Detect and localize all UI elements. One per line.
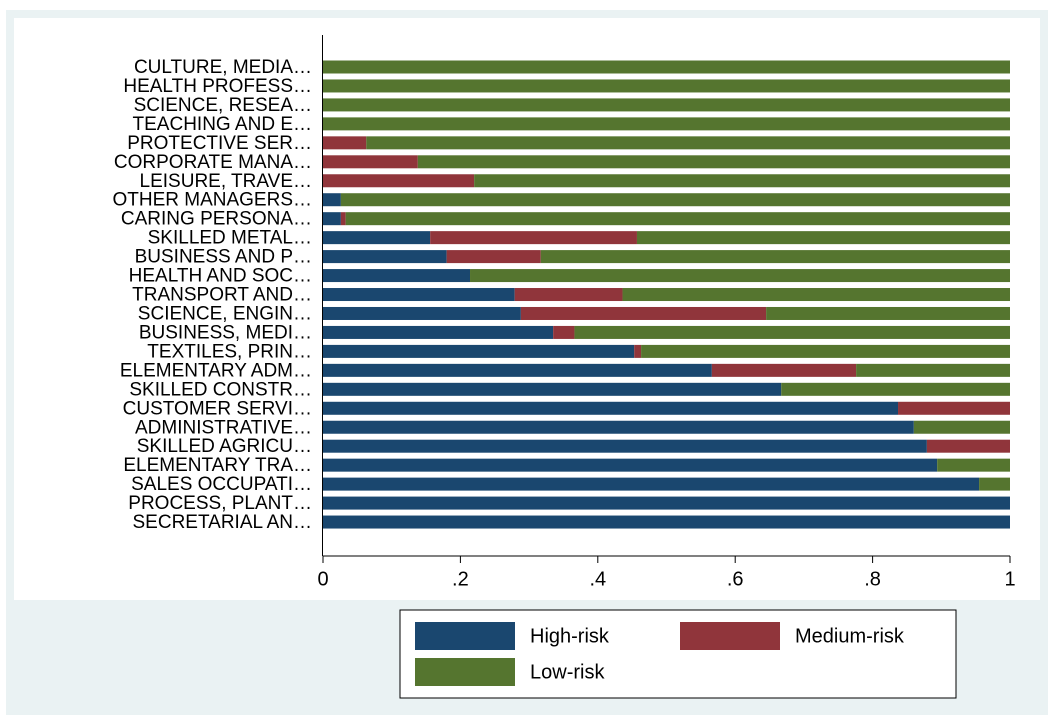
y-tick-label: OTHER MANAGERS… (112, 190, 312, 211)
bar-segment (323, 79, 1010, 93)
bar-segment (430, 231, 637, 245)
bar-segment (340, 212, 346, 226)
y-tick-label: TEXTILES, PRIN… (147, 341, 312, 362)
legend-label: Medium-risk (795, 625, 905, 647)
bar-segment (323, 515, 1010, 529)
bar-segment (913, 420, 1010, 434)
bar-segment (979, 477, 1010, 491)
bar-segment (711, 363, 857, 377)
bar-segment (553, 325, 575, 339)
bar-segment (323, 212, 341, 226)
bar-segment (474, 174, 1010, 188)
bar-segment (366, 136, 1010, 150)
y-tick-label: CUSTOMER SERVI… (123, 398, 312, 419)
bar-segment (636, 231, 1010, 245)
legend-swatch (680, 622, 780, 650)
bar-segment (520, 306, 767, 320)
x-tick-label: 1 (1004, 568, 1015, 590)
bar-segment (781, 382, 1010, 396)
bar-segment (323, 344, 635, 358)
y-tick-label: SALES OCCUPATI… (131, 474, 312, 495)
bar-segment (446, 250, 541, 264)
bar-segment (323, 117, 1010, 131)
bar-segment (323, 174, 475, 188)
y-tick-label: BUSINESS, MEDI… (139, 322, 312, 343)
y-tick-label: ELEMENTARY TRA… (123, 455, 312, 476)
y-tick-label: SKILLED METAL… (148, 228, 312, 249)
bar-segment (470, 269, 1010, 283)
y-tick-label: PROTECTIVE SER… (127, 133, 312, 154)
x-tick-label: .8 (864, 568, 881, 590)
bar-segment (323, 382, 782, 396)
bar-segment (323, 439, 927, 453)
x-tick-label: 0 (317, 568, 328, 590)
bar-segment (766, 306, 1010, 320)
bar-segment (323, 306, 521, 320)
bar-segment (641, 344, 1010, 358)
y-tick-label: CARING PERSONA… (121, 209, 312, 230)
bar-segment (323, 496, 1010, 510)
bar-segment (323, 60, 1010, 74)
bar-segment (323, 136, 367, 150)
y-tick-label: SCIENCE, ENGIN… (138, 303, 312, 324)
bar-segment (323, 363, 712, 377)
bar-segment (634, 344, 642, 358)
bar-segment (340, 193, 1010, 207)
bar-segment (540, 250, 1010, 264)
legend-swatch (415, 622, 515, 650)
bar-segment (323, 288, 515, 302)
bar-segment (323, 401, 899, 415)
y-tick-label: BUSINESS AND P… (135, 247, 312, 268)
x-tick-label: .6 (727, 568, 744, 590)
bar-segment (323, 231, 431, 245)
bar-segment (323, 325, 554, 339)
bar-segment (574, 325, 1010, 339)
bar-segment (323, 477, 980, 491)
y-tick-label: SKILLED AGRICU… (137, 436, 312, 457)
bar-segment (323, 458, 938, 472)
bar-segment (622, 288, 1010, 302)
bar-segment (323, 269, 471, 283)
y-tick-label: SKILLED CONSTR… (129, 379, 312, 400)
y-tick-label: CULTURE, MEDIA… (134, 57, 312, 78)
y-tick-label: TEACHING AND E… (133, 114, 312, 135)
legend-label: High-risk (530, 625, 610, 647)
bar-segment (856, 363, 1010, 377)
y-tick-label: ADMINISTRATIVE… (135, 417, 312, 438)
y-tick-label: PROCESS, PLANT… (128, 493, 312, 514)
legend-swatch (415, 658, 515, 686)
y-tick-label: CORPORATE MANA… (114, 152, 312, 173)
y-tick-label: HEALTH PROFESS… (123, 76, 312, 97)
y-tick-label: HEALTH AND SOC… (129, 266, 312, 287)
bar-segment (323, 250, 447, 264)
bar-segment (514, 288, 623, 302)
legend-label: Low-risk (530, 661, 605, 683)
y-tick-label: ELEMENTARY ADM… (120, 360, 312, 381)
bar-segment (937, 458, 1010, 472)
bar-segment (417, 155, 1010, 169)
bar-segment (926, 439, 1010, 453)
x-tick-label: .4 (589, 568, 606, 590)
bar-segment (323, 193, 341, 207)
bar-segment (898, 401, 1010, 415)
bar-segment (345, 212, 1010, 226)
y-tick-label: TRANSPORT AND… (132, 285, 312, 306)
x-tick-label: .2 (452, 568, 469, 590)
bar-segment (323, 155, 418, 169)
y-tick-label: LEISURE, TRAVE… (140, 171, 312, 192)
bar-segment (323, 98, 1010, 112)
y-tick-label: SCIENCE, RESEA… (134, 95, 312, 116)
bar-segment (323, 420, 914, 434)
y-tick-label: SECRETARIAL AN… (133, 512, 313, 533)
